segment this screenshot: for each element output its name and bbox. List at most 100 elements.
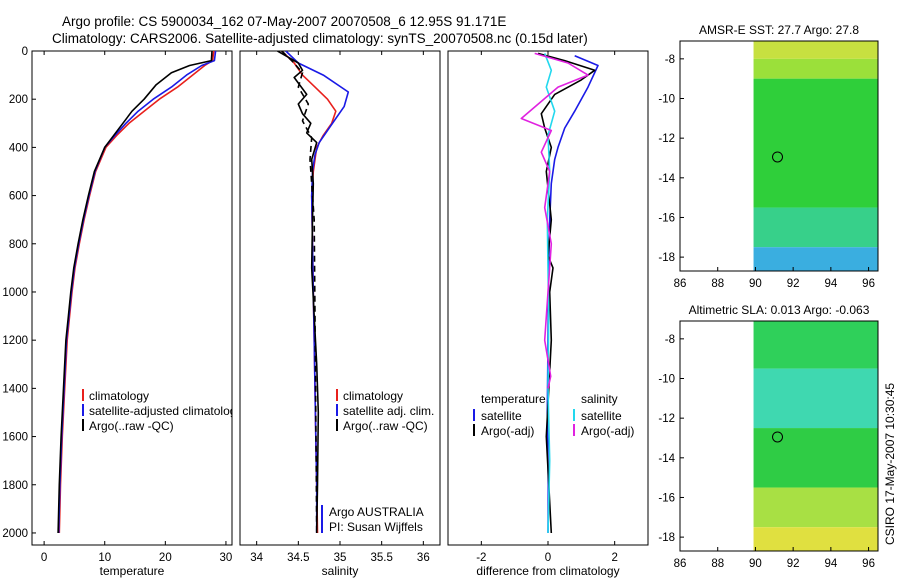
difference-xlabel: difference from climatology bbox=[476, 564, 619, 578]
altimetric_sla_map-ytick-label: -16 bbox=[658, 492, 675, 504]
salinity-xtick-label: 34 bbox=[250, 552, 263, 564]
amsr_sst_map-panel: AMSR-E SST: 27.7 Argo: 27.8 86 88 90 92 94 96 -… bbox=[658, 23, 879, 290]
salinity-annotation: PI: Susan Wijffels bbox=[329, 520, 423, 534]
temperature-legend-label: satellite-adjusted climatology bbox=[89, 404, 242, 418]
salinity-frame bbox=[239, 50, 441, 546]
temperature-legend-label: climatology bbox=[89, 389, 149, 403]
salinity-xtick-label: 34.5 bbox=[287, 552, 309, 564]
temperature-frame bbox=[31, 50, 233, 546]
salinity-legend-label: Argo(..raw -QC) bbox=[343, 419, 428, 433]
figure-title-line1: Argo profile: CS 5900034_162 07-May-2007… bbox=[62, 14, 506, 29]
salinity-legend-label: satellite adj. clim. bbox=[343, 404, 434, 418]
salinity-panel: 34 34.5 35 35.5 36 salinity climatologysatelli… bbox=[239, 50, 441, 578]
amsr_sst_map-xtick-label: 88 bbox=[711, 278, 724, 290]
altimetric_sla_map-xtick-label: 88 bbox=[711, 558, 724, 570]
amsr_sst_map-ytick-label: -12 bbox=[658, 133, 675, 145]
amsr_sst_map-title: AMSR-E SST: 27.7 Argo: 27.8 bbox=[699, 23, 859, 37]
difference-series-group bbox=[520, 52, 599, 534]
salinity-series-2 bbox=[277, 51, 320, 534]
altimetric_sla_map-ytick-label: -10 bbox=[658, 374, 675, 386]
temperature-ytick-label: 1400 bbox=[2, 383, 28, 395]
temperature-ytick-label: 0 bbox=[22, 46, 28, 58]
plots-group: 0 10 20 30020040060080010001200140016001800… bbox=[2, 23, 879, 578]
temperature-panel: 0 10 20 30 0 200 400 600 800 1000 1200 1400 1600 1800… bbox=[2, 46, 242, 578]
altimetric_sla_map-ytick-label: -18 bbox=[658, 532, 675, 544]
altimetric_sla_map-ytick-label: -8 bbox=[665, 334, 675, 346]
altimetric_sla_map-xtick-label: 90 bbox=[749, 558, 762, 570]
temperature-ytick-label: 2000 bbox=[2, 528, 28, 540]
altimetric_sla_map-band-2 bbox=[753, 428, 878, 488]
salinity-legend-label: climatology bbox=[343, 389, 403, 403]
temperature-ytick-label: 800 bbox=[9, 239, 28, 251]
salinity-xtick-label: 35 bbox=[334, 552, 347, 564]
temperature-series-0 bbox=[58, 51, 215, 534]
amsr_sst_map-band-1 bbox=[753, 58, 878, 79]
altimetric_sla_map-float-marker bbox=[772, 431, 784, 443]
altimetric_sla_map-xtick-label: 94 bbox=[824, 558, 837, 570]
amsr_sst_map-band-3 bbox=[753, 207, 878, 248]
altimetric_sla_map-xtick-label: 86 bbox=[674, 558, 687, 570]
amsr_sst_map-xtick-label: 90 bbox=[749, 278, 762, 290]
amsr_sst_map-xtick-label: 96 bbox=[862, 278, 875, 290]
altimetric_sla_map-band-0 bbox=[753, 321, 878, 369]
altimetric_sla_map-band-3 bbox=[753, 487, 878, 528]
salinity-annotation: Argo AUSTRALIA bbox=[329, 505, 424, 519]
difference-legend-label: Argo(-adj) bbox=[481, 424, 534, 438]
amsr_sst_map-xtick-label: 92 bbox=[787, 278, 800, 290]
amsr_sst_map-ytick-label: -10 bbox=[658, 94, 675, 106]
difference-xtick-label: -2 bbox=[476, 552, 486, 564]
amsr_sst_map-ytick-label: -18 bbox=[658, 252, 675, 264]
amsr_sst_map-band-2 bbox=[753, 78, 878, 208]
salinity-xtick-label: 36 bbox=[417, 552, 430, 564]
altimetric_sla_map-ytick-label: -12 bbox=[658, 413, 675, 425]
temperature-series-1 bbox=[57, 51, 217, 534]
figure-title-line2: Climatology: CARS2006. Satellite-adjuste… bbox=[52, 31, 588, 46]
temperature-xlabel: temperature bbox=[100, 564, 165, 578]
temperature-xtick-label: 0 bbox=[41, 552, 47, 564]
salinity-xlabel: salinity bbox=[322, 564, 359, 578]
salinity-series-group bbox=[277, 51, 350, 534]
amsr_sst_map-float-marker bbox=[772, 151, 784, 163]
difference-xtick-label: 2 bbox=[611, 552, 617, 564]
temperature-legend-label: Argo(..raw -QC) bbox=[89, 419, 174, 433]
amsr_sst_map-ytick-label: -16 bbox=[658, 212, 675, 224]
salinity-series-3 bbox=[281, 51, 318, 534]
difference-series-0 bbox=[546, 55, 599, 534]
amsr_sst_map-ytick-label: -8 bbox=[665, 54, 675, 66]
temperature-ytick-label: 1200 bbox=[2, 335, 28, 347]
amsr_sst_map-xtick-label: 94 bbox=[824, 278, 837, 290]
altimetric_sla_map-xtick-label: 96 bbox=[862, 558, 875, 570]
difference-xtick-label: 0 bbox=[545, 552, 551, 564]
temperature-ytick-label: 1600 bbox=[2, 432, 28, 444]
amsr_sst_map-band-0 bbox=[753, 41, 878, 59]
difference-legend-label: Argo(-adj) bbox=[581, 424, 634, 438]
amsr_sst_map-xtick-label: 86 bbox=[674, 278, 687, 290]
altimetric_sla_map-band-1 bbox=[753, 368, 878, 429]
temperature-series-group bbox=[57, 51, 217, 534]
amsr_sst_map-band-4 bbox=[753, 247, 878, 271]
altimetric_sla_map-title: Altimetric SLA: 0.013 Argo: -0.063 bbox=[689, 303, 870, 317]
temperature-series-2 bbox=[57, 51, 213, 534]
difference-legend-label: satellite bbox=[581, 409, 622, 423]
difference-series-2 bbox=[543, 53, 556, 534]
temperature-ytick-label: 200 bbox=[9, 94, 28, 106]
temperature-ytick-label: 400 bbox=[9, 142, 28, 154]
temperature-ytick-label: 1800 bbox=[2, 480, 28, 492]
salinity-xtick-label: 35.5 bbox=[370, 552, 392, 564]
altimetric_sla_map-panel: Altimetric SLA: 0.013 Argo: -0.063 86 88 90… bbox=[658, 303, 879, 570]
temperature-xtick-label: 10 bbox=[98, 552, 111, 564]
altimetric_sla_map-ytick-label: -14 bbox=[658, 453, 675, 465]
altimetric_sla_map-frame bbox=[679, 320, 879, 552]
difference-legend-header: salinity bbox=[581, 392, 618, 406]
temperature-ytick-label: 1000 bbox=[2, 287, 28, 299]
temperature-xtick-label: 20 bbox=[159, 552, 172, 564]
side-timestamp-label: CSIRO 17-May-2007 10:30:45 bbox=[883, 383, 897, 545]
salinity-series-0 bbox=[281, 51, 337, 534]
temperature-xtick-label: 30 bbox=[220, 552, 233, 564]
difference-legend-header: temperature bbox=[481, 392, 546, 406]
amsr_sst_map-ytick-label: -14 bbox=[658, 173, 675, 185]
